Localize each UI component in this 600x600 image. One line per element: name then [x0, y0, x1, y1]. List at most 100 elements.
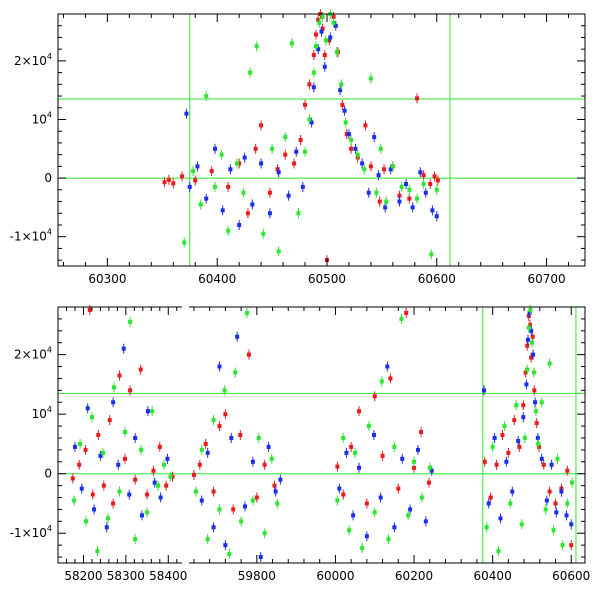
data-point: [90, 489, 95, 500]
data-point: [502, 421, 507, 432]
data-point: [107, 415, 112, 426]
data-point: [157, 441, 162, 452]
y-tick-exponent: 4: [47, 405, 52, 414]
data-point: [253, 143, 258, 154]
data-point: [145, 507, 150, 518]
data-point: [311, 50, 316, 61]
data-point: [259, 120, 264, 131]
data-point: [246, 349, 251, 360]
data-point: [83, 516, 88, 527]
y-tick-label: 104: [32, 110, 52, 126]
data-point: [89, 412, 94, 423]
y-tick-label: -1×104: [10, 524, 52, 540]
data-point: [72, 495, 77, 506]
data-point: [388, 373, 393, 384]
data-point: [418, 167, 423, 178]
data-point: [400, 453, 405, 464]
data-point: [211, 522, 216, 533]
data-point: [191, 469, 196, 480]
data-point: [529, 325, 534, 336]
data-point: [378, 143, 383, 154]
data-point: [357, 462, 362, 473]
data-point: [95, 546, 100, 557]
data-point: [360, 543, 365, 554]
data-point: [347, 525, 352, 536]
data-point: [427, 462, 432, 473]
data-point: [432, 171, 437, 182]
data-point: [123, 427, 128, 438]
data-point: [428, 178, 433, 189]
data-point: [213, 181, 218, 192]
data-point: [283, 149, 288, 160]
data-point: [70, 473, 75, 484]
data-point: [547, 486, 552, 497]
data-point: [319, 26, 324, 37]
data-point: [543, 504, 548, 515]
data-point: [117, 370, 122, 381]
data-point: [344, 447, 349, 458]
data-point: [191, 166, 196, 177]
data-point: [341, 489, 346, 500]
data-point: [533, 397, 538, 408]
data-point: [383, 202, 388, 213]
data-point: [273, 486, 278, 497]
data-point: [317, 17, 322, 28]
data-point: [250, 495, 255, 506]
y-tick-label: 2×104: [14, 346, 52, 362]
data-point: [152, 477, 157, 488]
data-point: [162, 177, 167, 188]
data-point: [341, 432, 346, 443]
data-point: [303, 146, 308, 157]
data-point: [408, 504, 413, 515]
data-point: [406, 510, 411, 521]
data-point: [145, 489, 150, 500]
data-point: [500, 430, 505, 440]
data-point: [516, 435, 521, 446]
x-tick-label: 60500: [308, 272, 346, 286]
x-tick-label: 60600: [552, 569, 590, 583]
data-point: [220, 205, 225, 216]
data-point: [223, 409, 228, 420]
data-point: [275, 498, 280, 509]
data-point: [111, 382, 116, 393]
data-point: [564, 510, 569, 521]
data-point: [316, 44, 321, 55]
data-point: [429, 249, 434, 260]
data-point: [547, 358, 552, 369]
data-point: [203, 438, 208, 449]
data-point: [421, 178, 426, 189]
data-point: [245, 208, 250, 219]
data-point: [521, 400, 526, 411]
data-point: [199, 444, 204, 455]
data-point: [307, 114, 312, 125]
data-point: [560, 540, 565, 551]
y-tick-exponent: 4: [47, 52, 52, 61]
data-point: [430, 205, 435, 216]
data-point: [551, 525, 556, 536]
data-point: [235, 331, 240, 342]
data-point: [522, 432, 527, 443]
data-point: [244, 307, 249, 318]
data-point: [223, 540, 228, 551]
data-point: [204, 91, 209, 102]
data-point: [311, 82, 316, 93]
data-point: [331, 17, 336, 28]
data-point: [237, 219, 242, 230]
data-point: [138, 364, 143, 375]
data-point: [525, 364, 530, 375]
data-point: [116, 459, 121, 470]
data-point: [419, 427, 424, 438]
data-point: [492, 432, 497, 443]
data-point: [217, 361, 222, 372]
data-point: [399, 181, 404, 192]
data-point: [205, 447, 210, 458]
data-point: [296, 208, 301, 219]
data-point: [100, 447, 105, 458]
data-point: [481, 385, 486, 396]
data-point: [368, 161, 373, 172]
data-point: [83, 444, 88, 455]
data-point: [139, 510, 144, 521]
data-point: [106, 513, 111, 524]
data-point: [404, 178, 409, 189]
data-point: [407, 184, 412, 195]
